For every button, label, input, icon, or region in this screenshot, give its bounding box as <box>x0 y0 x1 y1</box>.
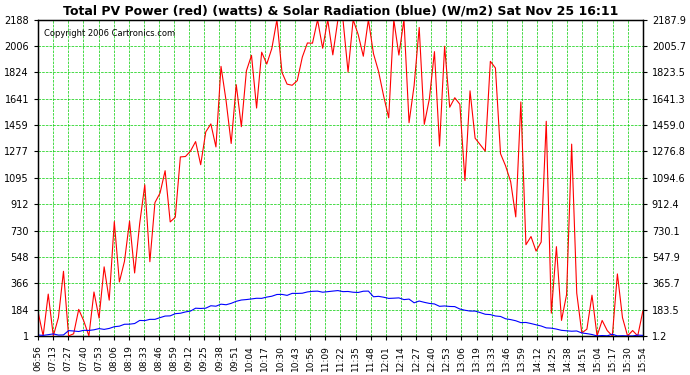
Text: Copyright 2006 Cartronics.com: Copyright 2006 Cartronics.com <box>44 29 175 38</box>
Title: Total PV Power (red) (watts) & Solar Radiation (blue) (W/m2) Sat Nov 25 16:11: Total PV Power (red) (watts) & Solar Rad… <box>63 4 618 17</box>
